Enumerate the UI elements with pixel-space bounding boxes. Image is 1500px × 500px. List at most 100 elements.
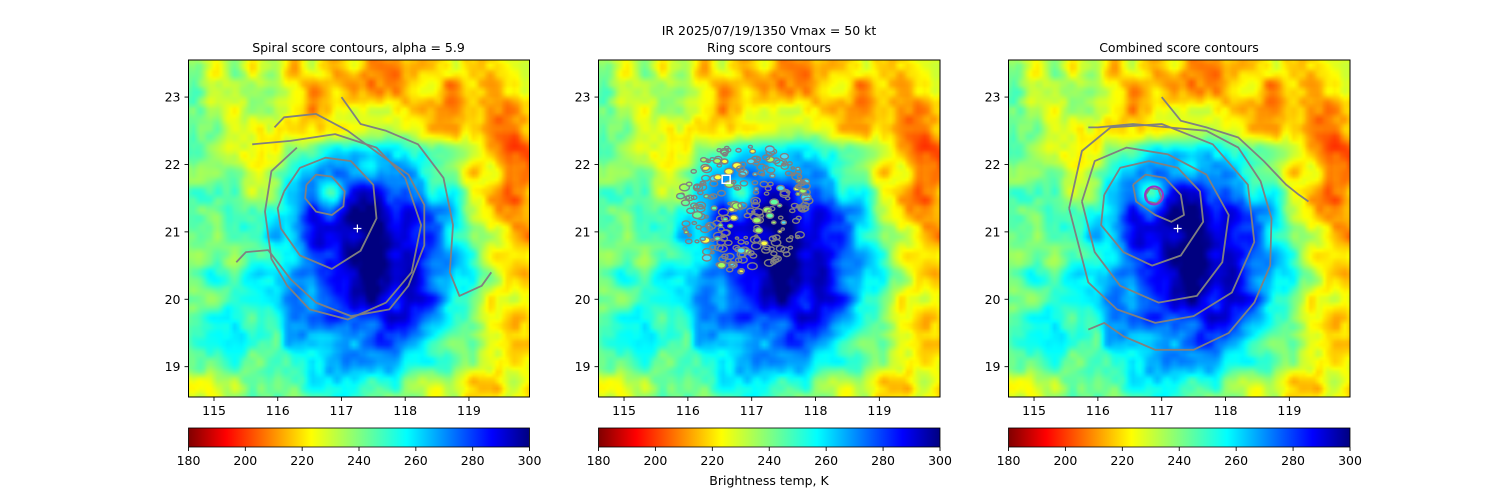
x-tick-label: 115	[612, 403, 636, 418]
colorbar-tick-label: 260	[1224, 453, 1248, 468]
colorbar-tick-label: 220	[1110, 453, 1134, 468]
contour-group	[675, 144, 814, 275]
contour-blob	[717, 208, 730, 217]
contour-line	[340, 96, 493, 297]
center-marker	[721, 174, 731, 185]
colorbar-tick-label: 280	[461, 453, 485, 468]
contour-blob	[729, 214, 739, 222]
x-tick-label: 119	[867, 403, 891, 418]
colorbar-tick-label: 240	[347, 453, 371, 468]
contour-blob	[678, 183, 691, 192]
contour-blob	[703, 214, 709, 219]
contour-blob	[776, 203, 783, 208]
y-tick-label: 22	[575, 157, 591, 172]
colorbar-label: Brightness temp, K	[709, 473, 829, 488]
contour-blob	[746, 262, 758, 271]
contour-blob	[716, 238, 726, 246]
contour-blob	[707, 194, 715, 200]
panel-combined: Combined score contours 115 116 117 118 1191…	[985, 40, 1362, 468]
colorbar-bar	[598, 427, 941, 448]
y-tick-label: 19	[165, 359, 181, 374]
contour-blob	[789, 208, 796, 214]
contour-line	[1132, 173, 1185, 223]
colorbar-tick-label: 300	[1338, 453, 1362, 468]
colorbar-tick-label: 240	[757, 453, 781, 468]
contour-blob	[763, 191, 770, 196]
x-tick-label: 115	[202, 403, 226, 418]
contour-blob	[799, 182, 811, 191]
panel-title: Ring score contours	[707, 40, 831, 55]
contour-blob	[701, 174, 711, 182]
contour-blob	[690, 194, 698, 201]
contour-blob	[697, 190, 704, 196]
x-tick-label: 116	[1086, 403, 1110, 418]
colorbar-tick-label: 180	[177, 453, 201, 468]
contour-blob	[801, 205, 810, 212]
contour-blob	[753, 187, 759, 192]
contour-line	[1068, 123, 1256, 324]
y-tick-label: 20	[985, 292, 1001, 307]
contour-blob	[790, 172, 796, 177]
contour-blob	[724, 252, 735, 261]
contour-blob	[675, 192, 686, 200]
contour-blob	[684, 238, 693, 245]
x-tick-label: 119	[457, 403, 481, 418]
x-tick-label: 118	[804, 403, 828, 418]
contour-blob	[727, 201, 732, 206]
colorbar-tick-label: 300	[518, 453, 542, 468]
contour-blob	[691, 220, 698, 226]
x-tick-label: 117	[740, 403, 764, 418]
contour-blob	[734, 257, 743, 264]
contour-blob	[774, 159, 785, 167]
contour-line	[1100, 160, 1205, 267]
contour-group	[1068, 96, 1310, 351]
contour-blob	[723, 145, 730, 151]
contour-blob	[727, 260, 736, 267]
contour-group	[235, 96, 493, 321]
axes-frame	[188, 59, 530, 398]
contour-blob	[722, 216, 729, 222]
contour-blob	[800, 201, 810, 209]
contour-blob	[717, 222, 724, 228]
contour-blob	[745, 207, 756, 215]
contour-blob	[709, 180, 719, 188]
contour-blob	[775, 184, 786, 192]
contour-blob	[735, 147, 742, 153]
contour-blob	[790, 166, 796, 170]
contour-blob	[775, 245, 786, 253]
contour-line	[276, 156, 378, 270]
contour-blob	[690, 168, 698, 174]
contour-blob	[747, 144, 754, 149]
contour-blob	[713, 173, 723, 181]
axes-frame	[598, 59, 941, 398]
y-tick-label: 20	[165, 292, 181, 307]
y-tick-label: 23	[575, 90, 591, 105]
contour-blob	[795, 166, 801, 172]
contour-blob	[681, 220, 691, 228]
axes-frame	[1008, 59, 1351, 398]
x-tick-label: 116	[676, 403, 700, 418]
x-tick-label: 118	[1214, 403, 1238, 418]
contour-blob	[777, 229, 783, 234]
contour-blob	[795, 178, 802, 183]
contour-blob	[683, 229, 690, 235]
center-marker	[1173, 224, 1182, 233]
x-tick-label: 115	[1022, 403, 1046, 418]
contour-blob	[802, 196, 814, 205]
contour-blob	[739, 179, 749, 187]
contour-blob	[795, 191, 801, 197]
contour-blob	[685, 181, 693, 187]
contour-blob	[766, 209, 772, 214]
panel-spiral: Spiral score contours, alpha = 5.9 115 11…	[165, 40, 542, 468]
x-tick-label: 117	[1150, 403, 1174, 418]
contour-blob	[762, 165, 770, 171]
contour-blob	[680, 199, 691, 207]
contour-blob	[786, 161, 793, 166]
contour-blob	[735, 165, 746, 173]
contour-blob	[770, 250, 778, 257]
colorbar: 180 200 220 240 260 280 300	[587, 427, 952, 468]
contour-blob	[744, 240, 750, 245]
contour-blob	[712, 157, 722, 165]
contour-blob	[710, 250, 715, 255]
highlight-circle	[1144, 185, 1165, 206]
